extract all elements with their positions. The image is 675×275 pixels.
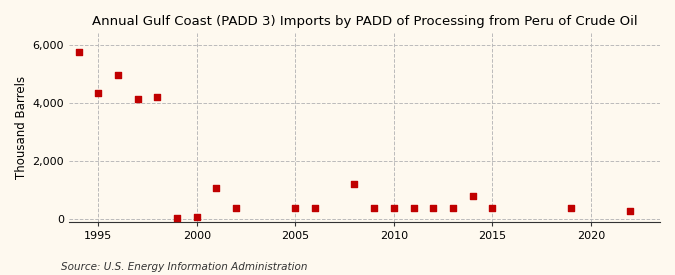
Point: [73, 50, 84, 54]
Y-axis label: Thousand Barrels: Thousand Barrels: [15, 76, 28, 179]
Point: [231, 206, 242, 210]
Point: [487, 206, 498, 210]
Point: [171, 216, 182, 220]
Point: [349, 182, 360, 186]
Point: [389, 206, 400, 210]
Point: [152, 95, 163, 99]
Point: [211, 186, 222, 191]
Point: [93, 90, 104, 95]
Point: [192, 215, 202, 219]
Point: [310, 206, 321, 210]
Point: [132, 96, 143, 101]
Point: [113, 73, 124, 78]
Point: [625, 208, 636, 213]
Point: [467, 193, 478, 198]
Title: Annual Gulf Coast (PADD 3) Imports by PADD of Processing from Peru of Crude Oil: Annual Gulf Coast (PADD 3) Imports by PA…: [92, 15, 637, 28]
Point: [408, 206, 419, 210]
Point: [448, 206, 458, 210]
Text: Source: U.S. Energy Information Administration: Source: U.S. Energy Information Administ…: [61, 262, 307, 272]
Point: [369, 206, 379, 210]
Point: [566, 206, 576, 210]
Point: [290, 206, 301, 210]
Point: [428, 206, 439, 210]
